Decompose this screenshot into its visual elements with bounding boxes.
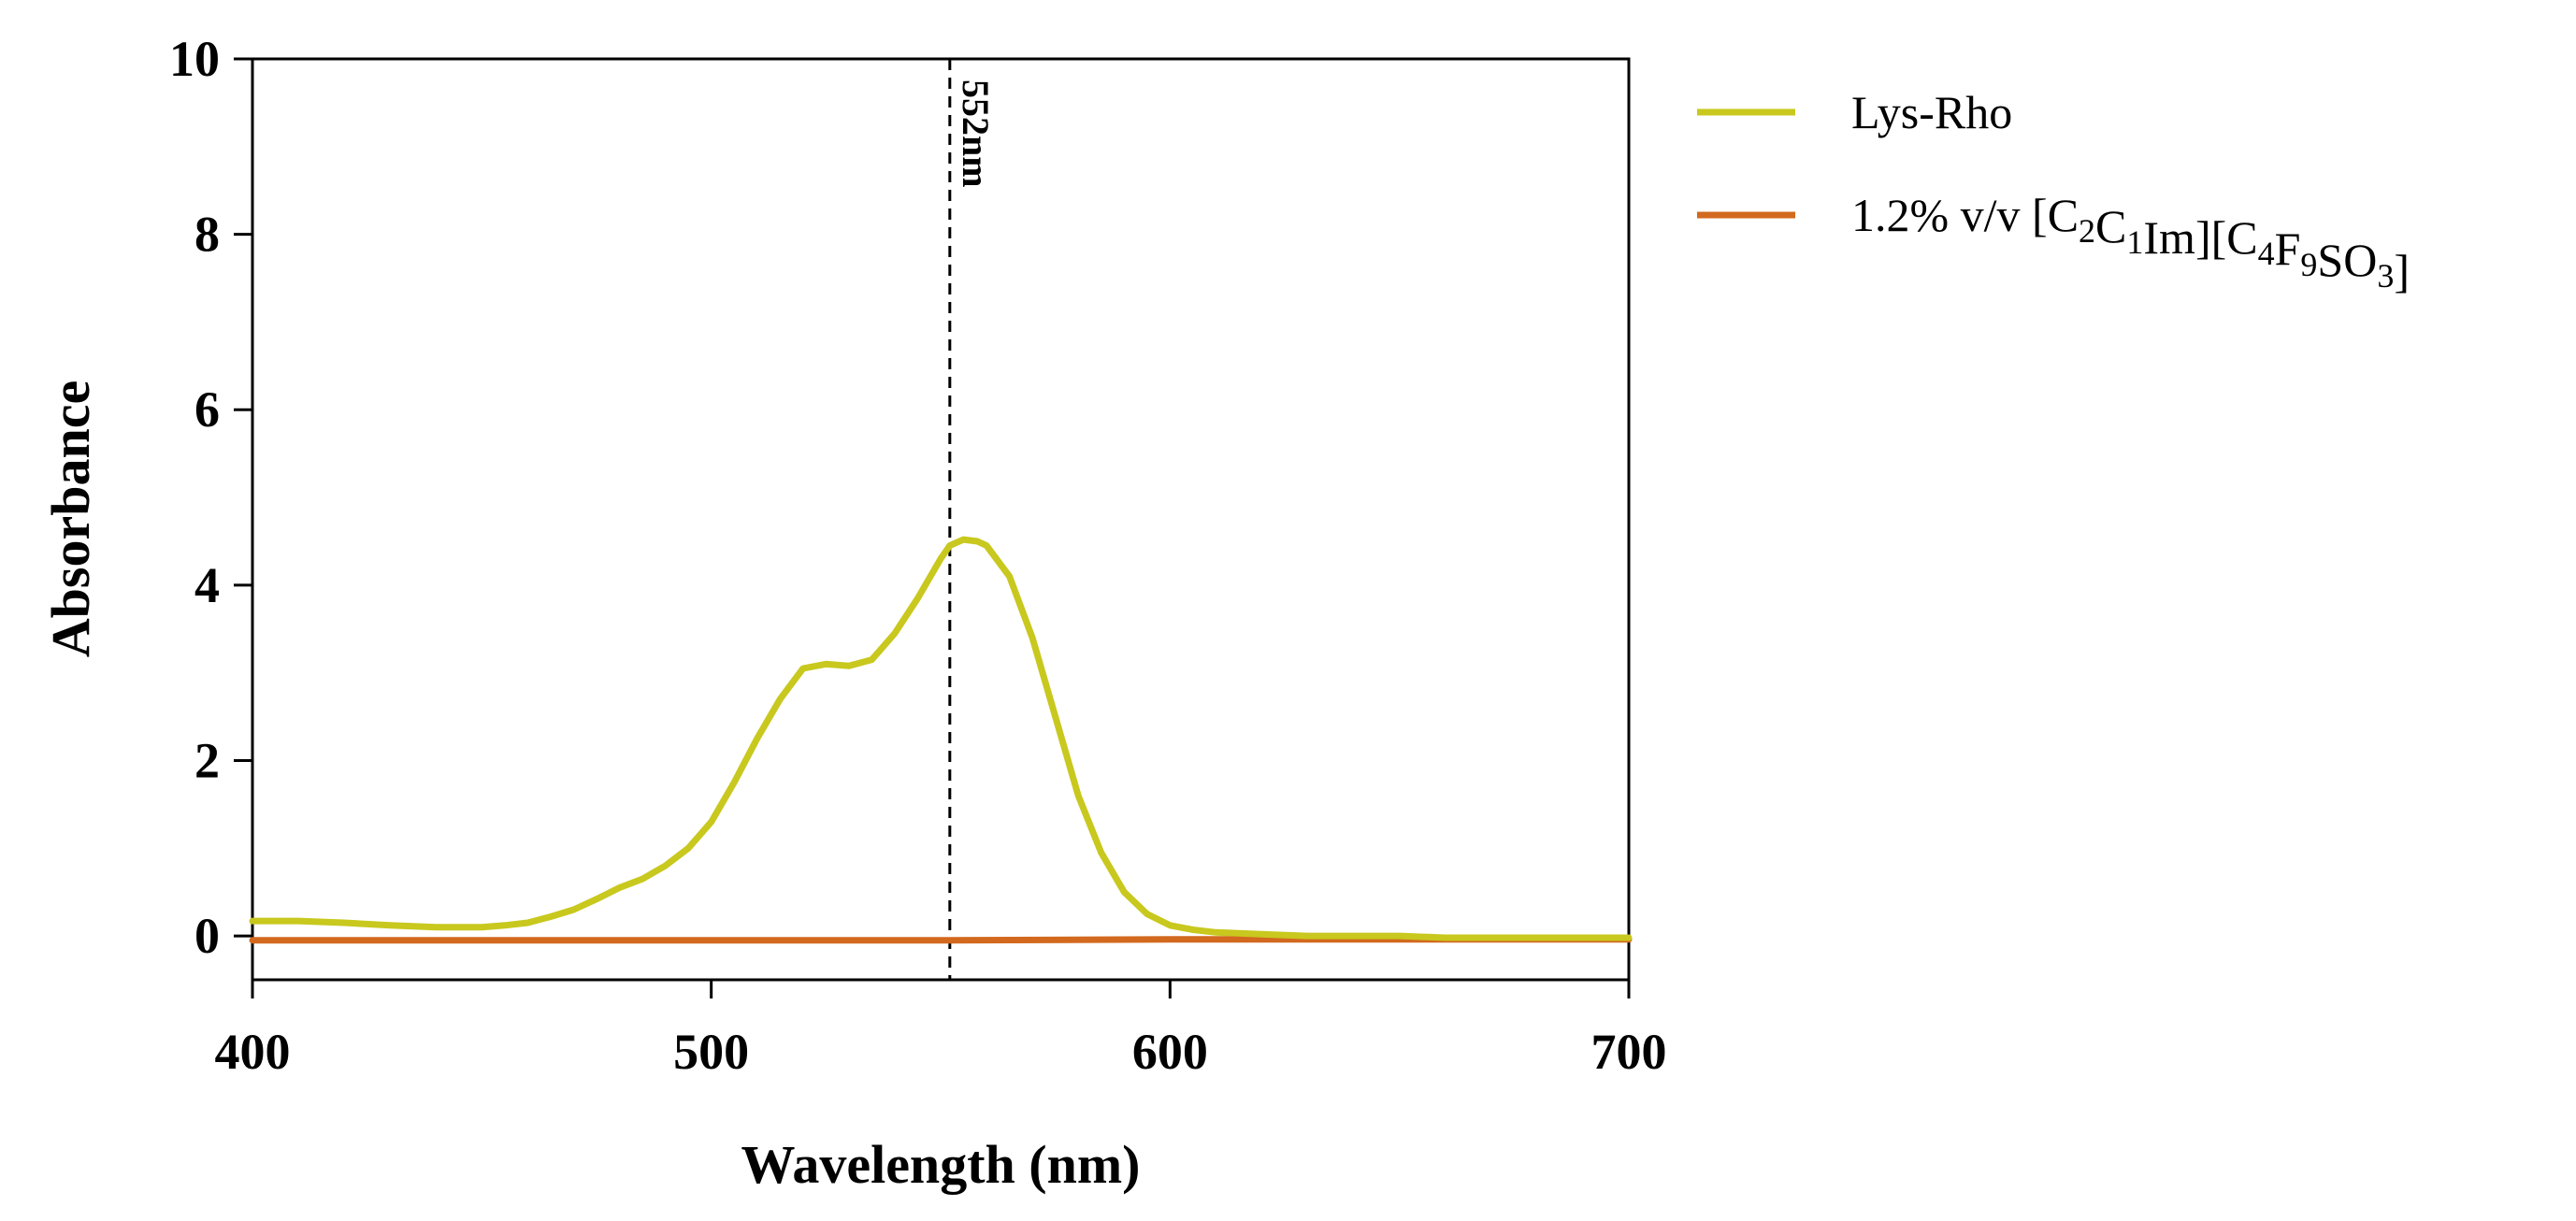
peak-marker-label: 552nm: [955, 79, 997, 188]
y-tick-label: 6: [194, 381, 220, 438]
series-line-lys-rho: [249, 536, 1633, 941]
plot-frame: [251, 57, 1631, 982]
legend-label: 1.2% v/v [C2C1Im][C4F9SO3]: [1851, 189, 2410, 297]
y-tick-label: 4: [194, 557, 220, 613]
x-tick-label: 400: [215, 1024, 291, 1080]
legend-label: Lys-Rho: [1851, 86, 2012, 138]
plot-layer: 400 500 600 700 0 2 4 6 8 10 552nm: [169, 31, 1667, 1080]
x-tick-label: 600: [1132, 1024, 1208, 1080]
x-axis-title: Wavelength (nm): [741, 1134, 1141, 1195]
series-line-1-2-v-v-c2c1im-c4f9so3: [249, 936, 1633, 944]
y-axis-title: Absorbance: [40, 381, 101, 657]
y-tick-label: 10: [169, 31, 220, 87]
x-tick-label: 700: [1591, 1024, 1667, 1080]
y-tick-label: 8: [194, 207, 220, 263]
y-tick-label: 0: [194, 908, 220, 964]
x-tick-label: 500: [673, 1024, 749, 1080]
legend: Lys-Rho 1.2% v/v [C2C1Im][C4F9SO3]: [1697, 86, 2410, 297]
y-tick-label: 2: [194, 732, 220, 788]
